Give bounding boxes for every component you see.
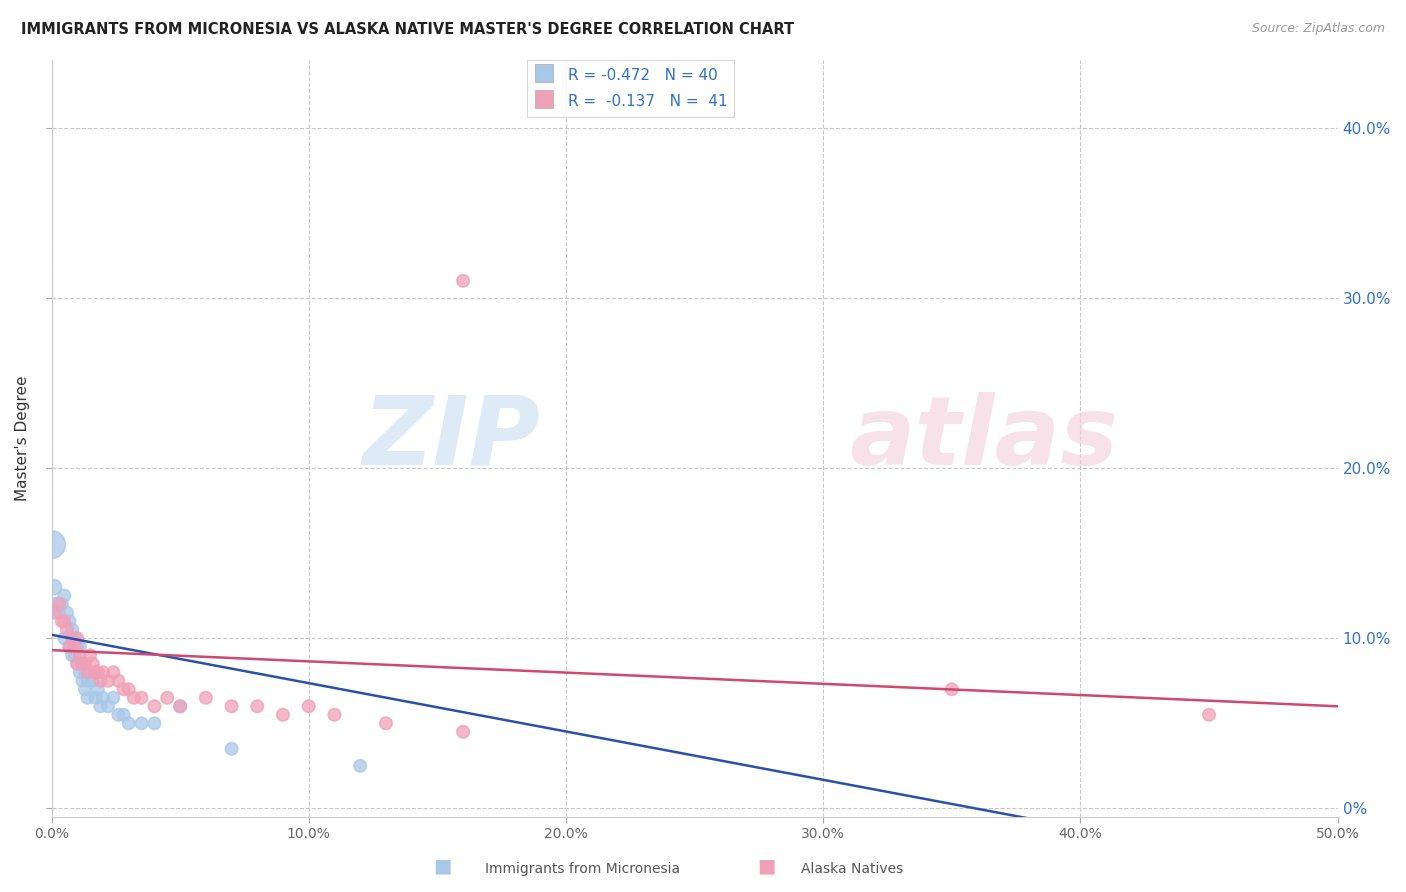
Point (169, 699, 191, 714)
Point (66, 631, 89, 645)
Point (48, 597, 70, 611)
Point (89, 699, 111, 714)
Point (42, 580, 65, 594)
Point (58, 614, 80, 628)
Point (349, 759, 371, 773)
Point (84, 665, 107, 680)
Point (63, 640, 86, 654)
Point (73, 657, 96, 671)
Point (63, 648, 86, 663)
Point (42, 606, 65, 620)
Point (82, 657, 104, 671)
Point (131, 716, 153, 731)
Point (103, 690, 125, 705)
Point (53, 589, 76, 603)
Point (112, 682, 135, 697)
Point (156, 690, 179, 705)
Point (79, 648, 101, 663)
Point (79, 665, 101, 680)
Point (69, 648, 91, 663)
Point (194, 690, 217, 705)
Point (107, 707, 129, 722)
Point (87, 682, 110, 697)
Point (76, 690, 98, 705)
Point (58, 640, 80, 654)
Text: ■: ■ (433, 857, 453, 876)
Point (82, 673, 104, 688)
Point (1198, 707, 1220, 722)
Text: Source: ZipAtlas.com: Source: ZipAtlas.com (1251, 22, 1385, 36)
Point (87, 665, 110, 680)
Point (118, 682, 141, 697)
Point (60, 623, 83, 637)
Point (56, 623, 79, 637)
Point (107, 673, 129, 688)
Point (60, 631, 83, 645)
Point (73, 665, 96, 680)
Point (143, 699, 166, 714)
Point (91, 665, 114, 680)
Point (72, 657, 94, 671)
Point (41, 538, 63, 552)
Point (374, 716, 396, 731)
Point (60, 648, 83, 663)
Point (103, 665, 125, 680)
Point (221, 699, 243, 714)
Text: ■: ■ (756, 857, 776, 876)
Point (97, 673, 120, 688)
Point (131, 690, 153, 705)
Point (66, 640, 89, 654)
Point (122, 690, 145, 705)
Point (91, 690, 114, 705)
Point (97, 699, 120, 714)
Point (246, 699, 269, 714)
Point (66, 657, 89, 671)
Point (118, 716, 141, 731)
Point (221, 741, 243, 756)
Point (58, 640, 80, 654)
Point (76, 665, 98, 680)
Point (84, 690, 107, 705)
Text: Immigrants from Micronesia: Immigrants from Micronesia (485, 862, 681, 876)
Text: IMMIGRANTS FROM MICRONESIA VS ALASKA NATIVE MASTER'S DEGREE CORRELATION CHART: IMMIGRANTS FROM MICRONESIA VS ALASKA NAT… (21, 22, 794, 37)
Point (76, 673, 98, 688)
Text: ZIP: ZIP (363, 392, 540, 484)
Point (451, 274, 474, 288)
Point (298, 699, 321, 714)
Point (112, 707, 135, 722)
Point (941, 682, 963, 697)
Point (72, 657, 94, 671)
Legend: R = -0.472   N = 40, R =  -0.137   N =  41: R = -0.472 N = 40, R = -0.137 N = 41 (527, 60, 734, 117)
Point (73, 682, 96, 697)
Point (323, 707, 346, 722)
Point (69, 665, 91, 680)
Point (45, 597, 67, 611)
Point (271, 707, 294, 722)
Point (51, 597, 73, 611)
Point (143, 716, 166, 731)
Point (89, 673, 111, 688)
Text: atlas: atlas (849, 392, 1118, 484)
Y-axis label: Master's Degree: Master's Degree (15, 376, 30, 501)
Point (53, 614, 76, 628)
Point (66, 657, 89, 671)
Point (69, 640, 91, 654)
Point (63, 631, 86, 645)
Text: Alaska Natives: Alaska Natives (801, 862, 904, 876)
Point (56, 606, 79, 620)
Point (53, 631, 76, 645)
Point (48, 606, 70, 620)
Point (51, 614, 73, 628)
Point (72, 673, 94, 688)
Point (451, 724, 474, 739)
Point (169, 699, 191, 714)
